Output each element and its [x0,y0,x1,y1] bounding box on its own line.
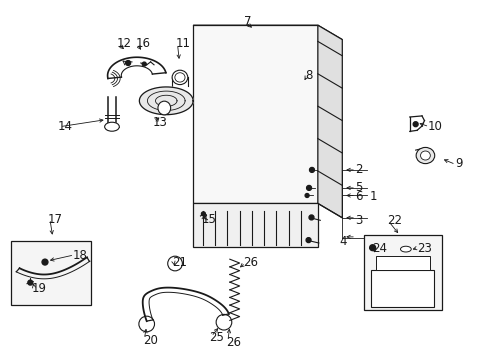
Circle shape [308,215,313,220]
Bar [364,235,441,310]
Polygon shape [139,87,193,114]
Circle shape [142,62,146,66]
Circle shape [28,280,33,285]
Text: 23: 23 [416,242,430,255]
Ellipse shape [104,122,119,131]
Ellipse shape [420,151,429,160]
Polygon shape [317,25,342,218]
Bar [11,241,91,305]
Circle shape [42,259,48,265]
Text: 17: 17 [48,213,63,226]
Ellipse shape [172,70,187,85]
Ellipse shape [158,101,170,115]
Text: 3: 3 [354,214,362,227]
Circle shape [305,238,310,243]
Circle shape [201,212,205,216]
Text: 16: 16 [136,37,151,50]
Text: 11: 11 [176,37,191,50]
Text: 26: 26 [243,256,258,269]
Ellipse shape [400,246,410,252]
Text: 5: 5 [354,181,362,194]
Circle shape [309,167,314,172]
Text: 6: 6 [354,190,362,203]
Circle shape [412,122,417,127]
Bar [370,270,433,307]
Text: 4: 4 [339,235,346,248]
Text: 13: 13 [152,116,167,129]
Text: 1: 1 [368,190,376,203]
Polygon shape [193,25,342,40]
Ellipse shape [175,73,184,82]
Text: 19: 19 [32,282,47,295]
Polygon shape [193,25,317,203]
Text: 2: 2 [354,163,362,176]
Text: 18: 18 [72,249,87,262]
Circle shape [306,185,311,190]
Circle shape [305,194,308,197]
Text: 14: 14 [58,120,73,132]
Text: 26: 26 [225,336,241,349]
Text: 15: 15 [202,213,216,226]
Text: 22: 22 [386,214,402,227]
Circle shape [369,245,375,251]
Text: 21: 21 [172,256,187,269]
Polygon shape [193,203,317,247]
Text: 10: 10 [427,120,442,132]
Text: 8: 8 [305,69,312,82]
Ellipse shape [415,148,434,164]
Text: 20: 20 [142,334,157,347]
Text: 7: 7 [243,15,250,28]
Bar [375,256,429,270]
Text: 12: 12 [116,37,131,50]
Circle shape [125,60,130,66]
Text: 25: 25 [209,331,224,344]
Text: 24: 24 [372,242,387,255]
Text: 9: 9 [454,157,461,170]
